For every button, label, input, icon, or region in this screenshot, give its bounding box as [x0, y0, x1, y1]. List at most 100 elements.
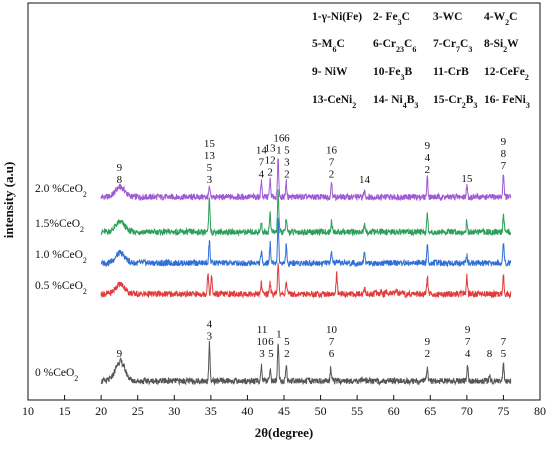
peak-label: 7: [329, 336, 335, 348]
series-line: [100, 263, 512, 300]
series-line: [100, 217, 512, 268]
series-label: 1.0 %CeO2: [35, 249, 87, 265]
peak-label: 8: [487, 348, 493, 360]
peak-label: 10: [326, 324, 338, 336]
x-tick-label: 70: [461, 404, 473, 418]
peak-label: 11: [257, 324, 268, 336]
x-axis: 10 15 20 25 30 35 40 45 50 55 60 65 70 75 80: [22, 395, 546, 418]
peak-label: 2: [425, 164, 431, 176]
phase-legend-entry: 8-Si2W: [484, 38, 519, 54]
series-line: [100, 189, 512, 237]
phase-legend-entry: 10-Fe3B: [373, 66, 412, 82]
x-tick-label: 45: [278, 404, 290, 418]
phase-legend-entry: 14- Ni4B3: [373, 94, 418, 110]
peak-label: 15: [461, 173, 473, 185]
x-tick-label: 50: [315, 404, 327, 418]
x-tick-label: 55: [351, 404, 363, 418]
phase-legend-entry: 5-M6C: [312, 38, 345, 54]
peak-label: 1: [276, 328, 282, 340]
phase-legend-entry: 16- FeNi3: [484, 94, 530, 110]
peak-label: 3: [259, 348, 265, 360]
phase-legend-entry: 1-γ-Ni(Fe): [312, 11, 362, 23]
series-label: 1.5%CeO2: [35, 218, 84, 234]
phase-legend-entry: 11-CrB: [433, 66, 469, 78]
peak-label: 9: [501, 136, 507, 148]
x-tick-label: 65: [424, 404, 436, 418]
peak-label: 7: [501, 336, 507, 348]
y-axis-title: intensity (a.u): [1, 162, 16, 239]
peak-label: 5: [268, 348, 274, 360]
peak-label: 1: [276, 144, 282, 156]
x-tick-label: 30: [168, 404, 180, 418]
peak-label: 16: [273, 132, 285, 144]
peak-label: 2: [284, 348, 290, 360]
peak-label: 16: [326, 145, 338, 157]
x-tick-label: 75: [497, 404, 509, 418]
series-label: 0 %CeO2: [35, 367, 78, 383]
x-tick-label: 10: [22, 404, 34, 418]
phase-legend: 1-γ-Ni(Fe) 2- Fe3C 3-WC 4-W2C 5-M6C 6-Cr23C6 7…: [312, 11, 530, 110]
x-tick-label: 80: [534, 404, 546, 418]
peak-label: 4: [259, 169, 265, 181]
x-tick-label: 35: [205, 404, 217, 418]
phase-legend-entry: 15-Cr2B3: [433, 94, 477, 110]
peak-label: 2: [267, 166, 273, 178]
peak-label: 5: [284, 145, 290, 157]
peak-label: 9: [425, 140, 431, 152]
peak-label: 9: [117, 348, 123, 360]
peak-label: 4: [425, 152, 431, 164]
x-tick-label: 25: [132, 404, 144, 418]
peak-label: 2: [329, 169, 335, 181]
phase-legend-entry: 6-Cr23C6: [373, 38, 416, 54]
peak-label: 5: [207, 162, 213, 174]
series-layer: 2.0 %CeO2 1.5%CeO2 1.0 %CeO2 0.5 %CeO2 0 %Ce…: [35, 158, 512, 386]
series-line: [100, 340, 512, 386]
x-tick-label: 40: [241, 404, 253, 418]
phase-legend-entry: 2- Fe3C: [373, 11, 410, 27]
peak-label: 3: [284, 157, 290, 169]
peak-label: 7: [259, 157, 265, 169]
peak-label: 14: [256, 145, 268, 157]
peak-label: 9: [425, 336, 431, 348]
peak-label: 13: [265, 142, 277, 154]
phase-legend-entry: 4-W2C: [484, 11, 517, 27]
peak-label: 7: [501, 160, 507, 172]
peak-label: 5: [501, 348, 507, 360]
phase-legend-entry: 3-WC: [433, 11, 462, 23]
peak-label: 5: [284, 336, 290, 348]
x-tick-label: 20: [95, 404, 107, 418]
x-tick-label: 15: [59, 404, 71, 418]
peak-label: 8: [117, 174, 123, 186]
peak-label: 14: [359, 174, 371, 186]
peak-label: 6: [284, 133, 290, 145]
phase-legend-entry: 13-CeNi2: [312, 94, 356, 110]
peak-label: 4: [207, 319, 213, 331]
peak-label: 15: [204, 138, 216, 150]
peak-label: 6: [268, 336, 274, 348]
peak-label: 2: [284, 169, 290, 181]
series-label: 2.0 %CeO2: [35, 183, 87, 199]
x-axis-title: 2θ(degree): [255, 425, 314, 440]
series-label: 0.5 %CeO2: [35, 280, 87, 296]
peak-label: 7: [465, 336, 471, 348]
phase-legend-entry: 9- NiW: [312, 66, 348, 78]
peak-label: 3: [207, 174, 213, 186]
peak-label: 10: [257, 336, 269, 348]
series-line: [100, 158, 512, 202]
peak-label: 7: [329, 157, 335, 169]
peak-label: 8: [501, 148, 507, 160]
peak-label: 9: [117, 162, 123, 174]
phase-legend-entry: 7-Cr7C3: [433, 38, 472, 54]
peak-label: 6: [329, 348, 335, 360]
peak-label: 9: [465, 324, 471, 336]
peak-label: 13: [204, 150, 216, 162]
peak-label: 3: [207, 331, 213, 343]
phase-legend-entry: 12-CeFe2: [484, 66, 529, 82]
peak-label: 12: [265, 154, 276, 166]
x-tick-label: 60: [388, 404, 400, 418]
peak-label: 2: [425, 348, 431, 360]
peak-label: 4: [465, 348, 471, 360]
